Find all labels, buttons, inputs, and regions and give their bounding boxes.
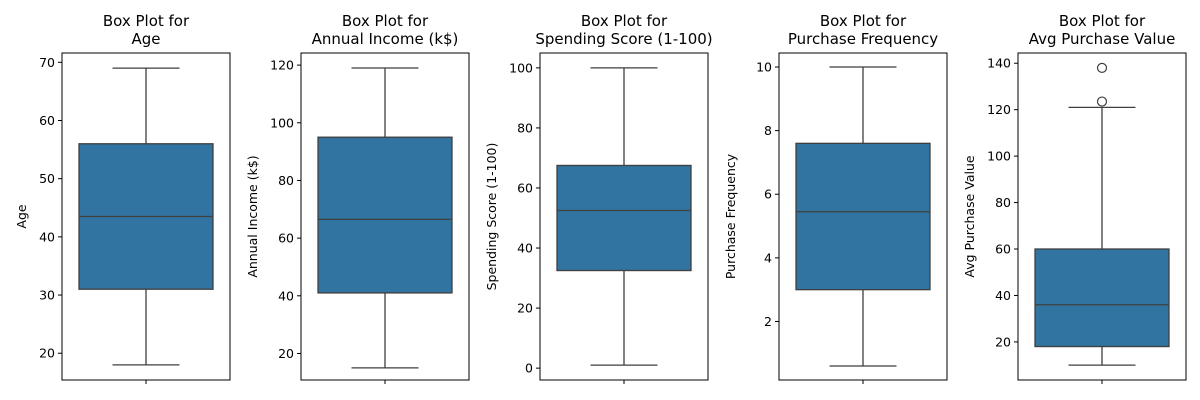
title-line: Box Plot for <box>342 12 429 30</box>
subplot-2: Box Plot for Annual Income (k$)2040608010… <box>245 12 470 384</box>
title-line: Annual Income (k$) <box>312 30 459 48</box>
title-line: Box Plot for <box>1059 12 1146 30</box>
y-axis-label: Annual Income (k$) <box>245 155 260 277</box>
y-tick-label: 120 <box>270 58 294 73</box>
y-tick-label: 140 <box>987 56 1011 71</box>
y-axis-label: Purchase Frequency <box>723 153 738 279</box>
axes-frame <box>300 52 470 381</box>
iqr-box <box>1034 248 1170 348</box>
y-tick-label: 10 <box>756 59 772 74</box>
title-line: Age <box>131 30 160 48</box>
y-tick-label: 80 <box>995 195 1011 210</box>
axes-frame <box>539 52 709 381</box>
y-tick-label: 80 <box>278 173 294 188</box>
y-tick-label: 60 <box>278 231 294 246</box>
y-tick-label: 20 <box>39 346 55 361</box>
y-tick-label: 60 <box>517 180 533 195</box>
axes-frame <box>778 52 948 381</box>
title-line: Box Plot for <box>103 12 190 30</box>
title-line: Spending Score (1-100) <box>535 30 712 48</box>
y-tick-label: 40 <box>39 229 55 244</box>
y-tick-label: 70 <box>39 55 55 70</box>
title-line: Avg Purchase Value <box>1029 30 1176 48</box>
subplot-title: Box Plot for Avg Purchase Value <box>1029 12 1176 48</box>
y-tick-label: 40 <box>995 288 1011 303</box>
subplot-title: Box Plot for Purchase Frequency <box>788 12 938 48</box>
subplot-title: Box Plot for Spending Score (1-100) <box>535 12 712 48</box>
y-tick-label: 100 <box>270 115 294 130</box>
y-tick-label: 100 <box>509 60 533 75</box>
iqr-box <box>556 164 692 272</box>
title-line: Purchase Frequency <box>788 30 938 48</box>
y-tick-label: 120 <box>987 102 1011 117</box>
axes-frame <box>1017 52 1187 381</box>
y-axis-label: Age <box>14 204 29 228</box>
axes-frame <box>61 52 231 381</box>
y-tick-label: 40 <box>278 288 294 303</box>
y-tick-label: 80 <box>517 120 533 135</box>
subplot-title: Box Plot for Age <box>103 12 190 48</box>
outlier-point <box>1096 96 1108 107</box>
y-axis-label: Spending Score (1-100) <box>484 143 499 291</box>
y-tick-label: 40 <box>517 241 533 256</box>
y-tick-label: 60 <box>995 242 1011 257</box>
title-line: Box Plot for <box>581 12 668 30</box>
y-tick-label: 60 <box>39 113 55 128</box>
subplot-5: Box Plot for Avg Purchase Value2040608010… <box>962 12 1187 384</box>
y-tick-label: 20 <box>995 334 1011 349</box>
y-tick-label: 4 <box>764 250 772 265</box>
y-tick-label: 50 <box>39 171 55 186</box>
y-tick-label: 8 <box>764 123 772 138</box>
iqr-box <box>317 136 453 294</box>
y-tick-label: 30 <box>39 288 55 303</box>
y-tick-label: 20 <box>278 346 294 361</box>
outlier-point <box>1096 62 1108 73</box>
y-tick-label: 2 <box>764 314 772 329</box>
subplot-4: Box Plot for Purchase Frequency246810Purc… <box>723 12 948 384</box>
iqr-box <box>795 142 931 291</box>
y-tick-label: 100 <box>987 149 1011 164</box>
y-axis-label: Avg Purchase Value <box>962 155 977 277</box>
subplot-title: Box Plot for Annual Income (k$) <box>312 12 459 48</box>
y-tick-label: 0 <box>525 361 533 376</box>
subplot-3: Box Plot for Spending Score (1-100)020406… <box>484 12 713 384</box>
y-tick-label: 6 <box>764 187 772 202</box>
title-line: Box Plot for <box>820 12 907 30</box>
y-tick-label: 20 <box>517 301 533 316</box>
